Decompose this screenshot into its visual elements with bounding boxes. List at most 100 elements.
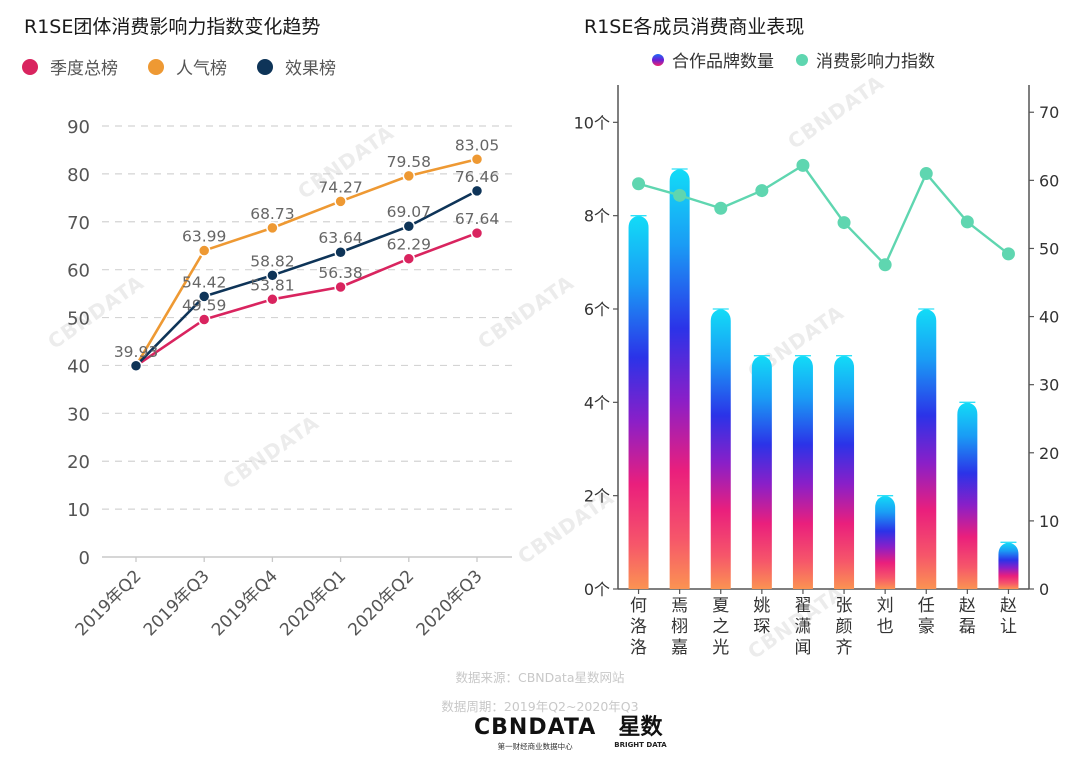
left-line-chart: 0 10 20 30 40 50 60 70 80 90 2019年Q22019年Q32019年Q4… xyxy=(67,117,512,640)
data-point xyxy=(402,219,416,233)
data-period-note: 数据周期：2019年Q2~2020年Q3 xyxy=(441,699,639,714)
x-category-label-char: 张 xyxy=(836,596,853,616)
data-label: 83.05 xyxy=(455,136,499,154)
y-tick-label: 20 xyxy=(67,452,90,473)
x-category-label-char: 焉 xyxy=(671,596,688,616)
data-label: 63.64 xyxy=(318,229,362,247)
x-tick-label: 2019年Q2 xyxy=(72,566,146,640)
x-category-label-char: 磊 xyxy=(959,617,976,637)
cbndata-logo-text: CBNDATA xyxy=(474,715,597,740)
y-tick-label: 90 xyxy=(67,117,90,138)
data-point xyxy=(266,221,279,235)
bar xyxy=(998,542,1019,589)
influence-index-point xyxy=(714,201,728,215)
right-combo-chart: 0个 2个 4个 6个 8个 10个 0 10 20 30 40 50 60 70 何洛洛 焉栩嘉 夏之光 姚琛 翟… xyxy=(574,85,1059,658)
x-category-label-char: 赵 xyxy=(959,596,976,616)
data-label: 39.93 xyxy=(114,343,158,361)
data-point xyxy=(470,226,484,240)
brightdata-logo: 星数 BRIGHT DATA xyxy=(614,715,667,750)
left-chart-legend: 季度总榜 人气榜 效果榜 xyxy=(22,54,366,79)
data-label: 67.64 xyxy=(455,210,499,228)
influence-index-point xyxy=(878,258,892,272)
y-tick-label: 40 xyxy=(67,356,90,377)
series-line xyxy=(135,231,478,367)
y-tick-label: 70 xyxy=(67,213,90,234)
right-chart-title: R1SE各成员消费商业表现 xyxy=(584,16,805,38)
data-point xyxy=(470,153,484,166)
y-tick-label: 50 xyxy=(67,309,90,330)
legend-item-total[interactable]: 季度总榜 xyxy=(22,54,118,79)
y-tick-label: 80 xyxy=(67,165,90,186)
brightdata-logo-text: 星数 xyxy=(618,715,663,740)
bar xyxy=(957,402,978,589)
x-category-label-char: 豪 xyxy=(918,616,935,637)
y-tick-label: 0 xyxy=(79,548,90,569)
influence-index-point xyxy=(796,158,810,172)
legend-item-popularity[interactable]: 人气榜 xyxy=(148,54,227,79)
data-point xyxy=(470,184,484,198)
influence-index-point xyxy=(1001,247,1015,261)
data-label: 63.99 xyxy=(182,228,226,246)
legend-label: 合作品牌数量 xyxy=(672,52,774,72)
left-y-tick-label: 2个 xyxy=(584,487,610,506)
left-chart-title: R1SE团体消费影响力指数变化趋势 xyxy=(24,16,321,38)
data-point xyxy=(334,195,347,208)
data-point xyxy=(334,245,347,259)
legend-dot-icon xyxy=(22,58,38,75)
influence-index-point xyxy=(673,188,687,202)
right-y-tick-label: 10 xyxy=(1039,512,1059,531)
x-category-label-char: 潇 xyxy=(794,617,811,637)
y-tick-label: 60 xyxy=(67,261,90,282)
y-tick-label: 30 xyxy=(67,404,90,425)
x-category-label-char: 也 xyxy=(877,617,894,637)
x-category-label-char: 何 xyxy=(630,596,647,616)
bar xyxy=(916,309,937,589)
x-category-label-char: 琛 xyxy=(753,617,770,637)
right-y-tick-label: 60 xyxy=(1039,171,1059,190)
left-y-tick-label: 8个 xyxy=(584,207,610,226)
data-point xyxy=(129,359,143,373)
x-tick-label: 2019年Q4 xyxy=(208,566,282,640)
data-label: 76.46 xyxy=(455,168,499,186)
legend-label: 季度总榜 xyxy=(50,59,118,79)
influence-index-point xyxy=(960,215,974,229)
legend-dot-icon xyxy=(148,58,164,75)
x-category-label-char: 任 xyxy=(918,596,935,616)
influence-index-point xyxy=(755,184,769,198)
x-category-label-char: 洛 xyxy=(630,638,647,658)
data-point xyxy=(266,293,279,306)
data-label: 49.59 xyxy=(182,297,226,315)
data-point xyxy=(197,244,211,257)
left-y-tick-label: 4个 xyxy=(584,393,610,412)
data-point xyxy=(197,290,211,303)
right-y-tick-label: 70 xyxy=(1039,103,1059,122)
data-point xyxy=(402,252,416,265)
data-label: 69.07 xyxy=(387,203,431,221)
bar xyxy=(792,355,813,589)
x-category-label-char: 齐 xyxy=(836,638,853,658)
cbndata-logo-subtitle: 第一财经商业数据中心 xyxy=(497,742,573,751)
data-source-note: 数据来源：CBNData星数网站 xyxy=(455,670,625,685)
legend-dot-icon xyxy=(257,58,273,75)
legend-item-brand-count[interactable]: 合作品牌数量 xyxy=(652,47,774,72)
x-category-label-char: 洛 xyxy=(630,617,647,637)
legend-item-influence-index[interactable]: 消费影响力指数 xyxy=(796,47,935,72)
right-y-tick-label: 40 xyxy=(1039,308,1059,327)
data-label: 79.58 xyxy=(387,153,431,171)
influence-index-point xyxy=(837,216,851,230)
data-point xyxy=(334,280,347,294)
legend-item-effect[interactable]: 效果榜 xyxy=(257,54,336,79)
brightdata-logo-subtitle: BRIGHT DATA xyxy=(614,741,667,749)
series-line xyxy=(134,158,478,367)
bar xyxy=(710,309,731,589)
data-label: 68.73 xyxy=(250,205,294,223)
legend-label: 效果榜 xyxy=(285,59,336,79)
x-category-label-char: 栩 xyxy=(671,617,688,637)
x-category-label-char: 刘 xyxy=(877,596,894,616)
x-category-label-char: 夏 xyxy=(712,596,729,616)
data-label: 54.42 xyxy=(182,273,226,291)
influence-index-point xyxy=(632,177,646,191)
bar xyxy=(628,215,649,589)
series-line xyxy=(135,189,478,367)
